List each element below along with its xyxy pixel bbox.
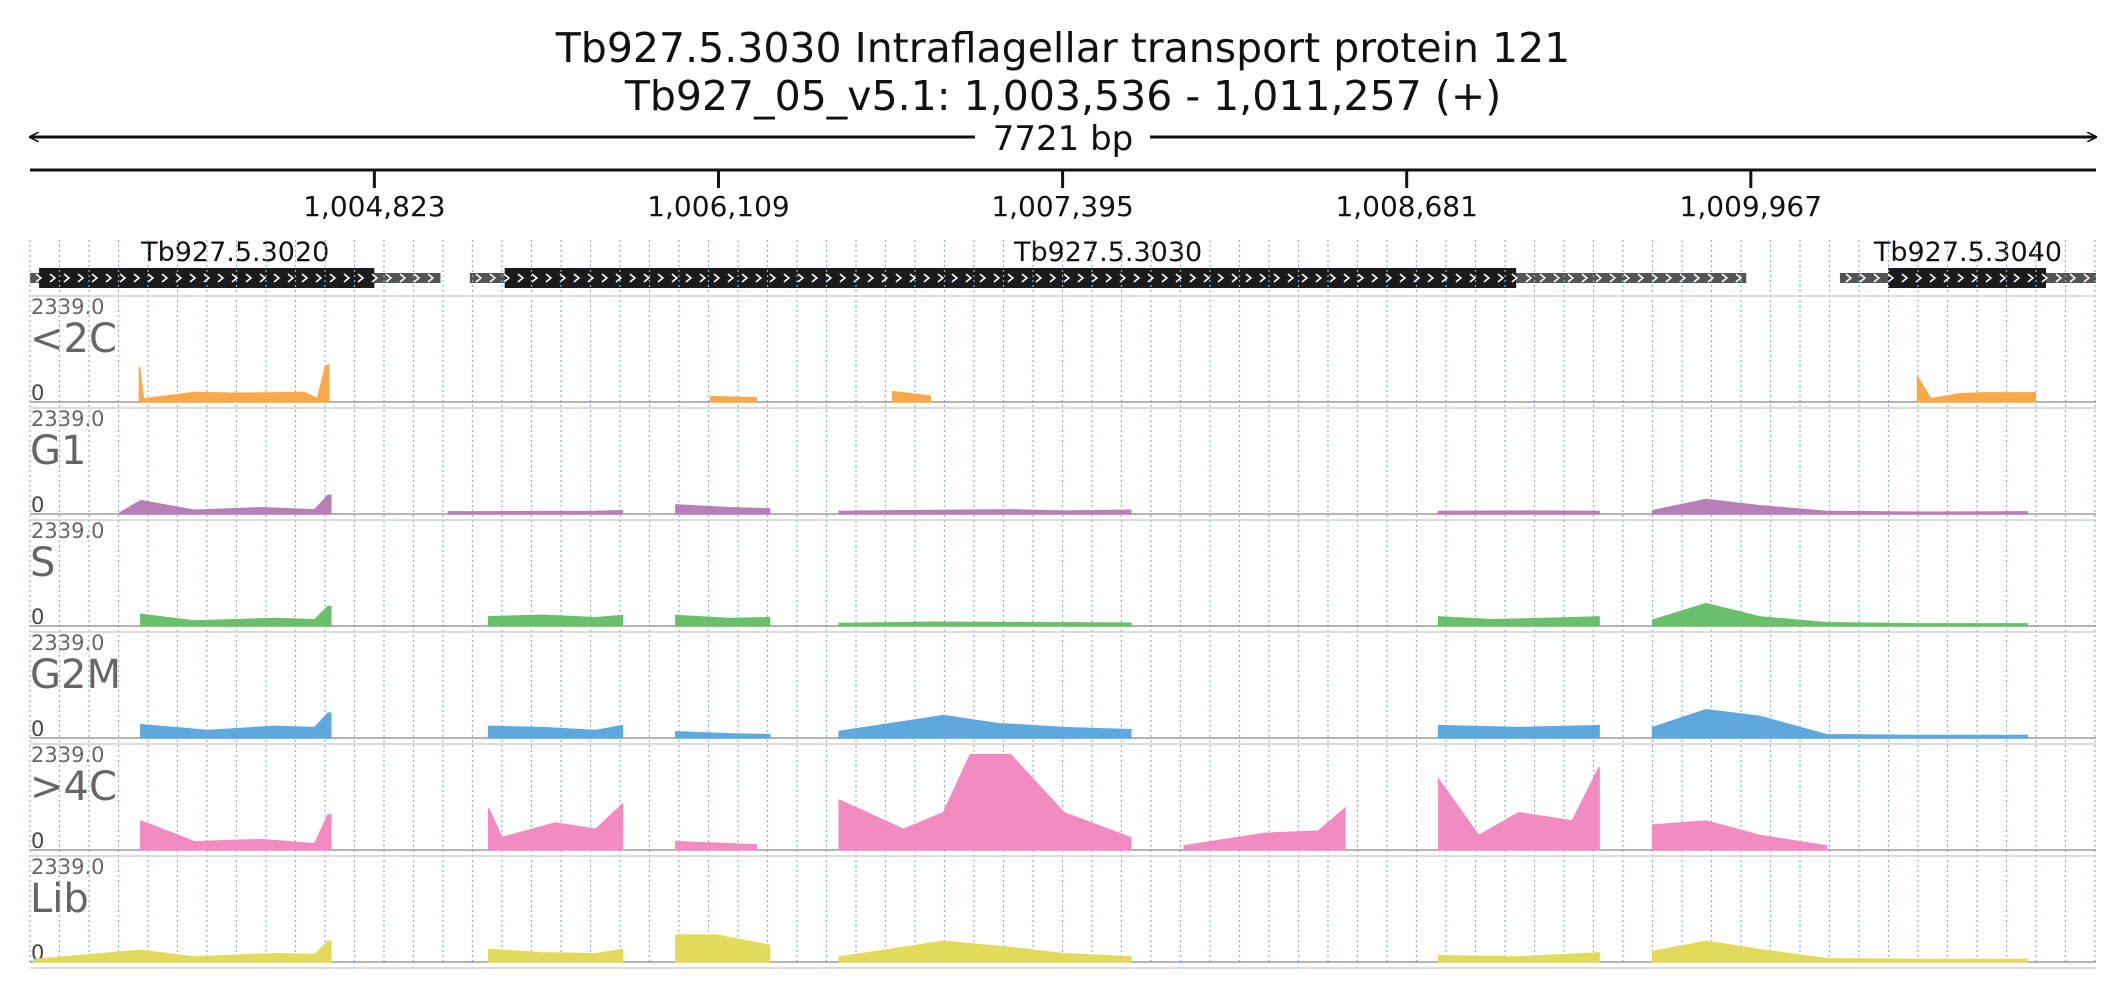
y-max-label: 2339.0	[31, 631, 104, 655]
coverage-area	[675, 934, 771, 963]
coverage-area	[1651, 709, 2028, 739]
ruler-tick-label: 1,009,967	[1680, 190, 1823, 223]
coverage-area	[838, 509, 1132, 515]
coverage-area	[1437, 952, 1600, 963]
y-max-label: 2339.0	[31, 407, 104, 431]
y-min-label: 0	[31, 493, 44, 517]
coverage-area	[1651, 820, 1828, 851]
track-name: Lib	[30, 876, 89, 922]
ruler-tick-label: 1,008,681	[1335, 190, 1478, 223]
coverage-area	[1437, 766, 1600, 851]
track-name: S	[30, 540, 55, 586]
coverage-area	[447, 509, 624, 515]
ruler-ticks: 1,004,823 1,006,109 1,007,395 1,008,681 1,00…	[303, 170, 1822, 223]
y-min-label: 0	[31, 605, 44, 629]
coverage-area	[140, 712, 332, 739]
track-name: G2M	[30, 652, 121, 698]
coverage-area	[1183, 806, 1346, 851]
track-name: G1	[30, 428, 86, 474]
ruler-tick-label: 1,007,395	[991, 190, 1134, 223]
y-min-label: 0	[31, 381, 44, 405]
track-name: >4C	[30, 764, 117, 810]
track->4C: 2339.0 0 >4C	[30, 743, 2096, 853]
chart-title: Tb927.5.3030 Intraflagellar transport pr…	[555, 24, 1571, 72]
coverage-area	[1651, 602, 2028, 627]
ruler-tick-label: 1,004,823	[303, 190, 446, 223]
coverage-area	[487, 724, 624, 739]
coverage-area	[140, 605, 332, 627]
coverage-area	[838, 621, 1132, 627]
y-max-label: 2339.0	[31, 295, 104, 319]
coverage-area	[138, 363, 330, 403]
coverage-area	[487, 948, 624, 963]
grid-lines	[29, 240, 2096, 965]
y-max-label: 2339.0	[31, 743, 104, 767]
coverage-tracks: 2339.00<2C2339.00G12339.00S2339.00G2M233…	[30, 295, 2096, 969]
track-S: 2339.0 0 S	[30, 519, 2096, 629]
gene-cds	[504, 268, 1517, 288]
coverage-area	[1437, 616, 1600, 627]
coverage-area	[709, 395, 757, 403]
coverage-area	[1437, 510, 1600, 515]
coverage-area	[1651, 498, 2028, 515]
track-<2C: 2339.0 0 <2C	[30, 295, 2096, 405]
coverage-area	[1437, 724, 1600, 739]
strand-arrows	[475, 273, 1743, 283]
coverage-area	[487, 802, 624, 851]
coverage-area	[891, 390, 931, 403]
coverage-area	[838, 940, 1132, 963]
span-label: 7721 bp	[993, 119, 1134, 159]
strand-arrows	[1845, 273, 2091, 283]
gene-label: Tb927.5.3040	[1873, 237, 2062, 268]
coverage-area	[140, 813, 332, 851]
coverage-area	[1651, 940, 2028, 963]
strand-arrows	[35, 273, 435, 283]
coverage-area	[675, 504, 771, 515]
coverage-area	[32, 940, 332, 963]
gene-track: Tb927.5.3020 Tb927.5.3030 Tb927.5.3040	[30, 237, 2096, 288]
y-max-label: 2339.0	[31, 519, 104, 543]
coverage-area	[118, 494, 332, 515]
track-G2M: 2339.0 0 G2M	[30, 631, 2096, 741]
y-max-label: 2339.0	[31, 855, 104, 879]
coverage-area	[675, 614, 771, 627]
gene-label: Tb927.5.3020	[140, 237, 329, 268]
gene-cds	[39, 268, 375, 288]
gene-cds	[1888, 268, 2046, 288]
y-min-label: 0	[31, 717, 44, 741]
chart-subtitle: Tb927_05_v5.1: 1,003,536 - 1,011,257 (+)	[624, 72, 1502, 120]
coverage-area	[1916, 374, 2037, 403]
coverage-area	[675, 840, 757, 851]
coverage-area	[838, 714, 1132, 739]
coverage-area	[838, 753, 1132, 851]
coverage-area	[675, 731, 771, 739]
track-G1: 2339.0 0 G1	[30, 407, 2096, 517]
track-name: <2C	[30, 316, 117, 362]
gene-label: Tb927.5.3030	[1013, 237, 1202, 268]
ruler-tick-label: 1,006,109	[647, 190, 790, 223]
y-min-label: 0	[31, 829, 44, 853]
coverage-area	[487, 614, 624, 627]
